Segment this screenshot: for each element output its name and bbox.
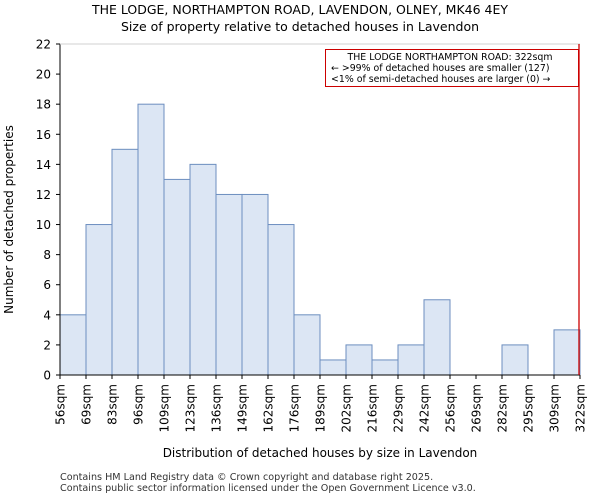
y-tick-label: 22	[36, 38, 51, 52]
bar-56sqm	[59, 314, 87, 376]
annotation-line-1: THE LODGE NORTHAMPTON ROAD: 322sqm	[347, 52, 553, 63]
x-tick-label: 295sqm	[522, 384, 536, 432]
chart-subtitle: Size of property relative to detached ho…	[120, 19, 480, 34]
bar-149sqm	[241, 193, 269, 376]
bar-242sqm	[423, 299, 451, 376]
bar-136sqm	[215, 193, 243, 376]
y-tick-label: 2	[43, 338, 51, 352]
x-tick-label: 229sqm	[392, 384, 406, 432]
bar-83sqm	[111, 148, 139, 376]
annotation-line-3: <1% of semi-detached houses are larger (…	[331, 74, 551, 85]
bars-group	[59, 103, 581, 376]
bar-202sqm	[345, 344, 373, 376]
bar-229sqm	[397, 344, 425, 376]
bar-69sqm	[85, 224, 113, 376]
x-tick-label: 189sqm	[314, 384, 328, 432]
footer-line-2: Contains public sector information licen…	[60, 483, 476, 494]
x-tick-label: 123sqm	[184, 384, 198, 432]
y-tick-label: 0	[43, 369, 51, 383]
y-tick-label: 12	[36, 188, 51, 202]
y-tick-label: 4	[43, 308, 51, 322]
y-axis-label: Number of detached properties	[2, 125, 16, 314]
bar-309sqm	[553, 329, 581, 376]
bar-109sqm	[163, 178, 191, 376]
x-tick-label: 83sqm	[106, 384, 120, 425]
x-tick-label: 216sqm	[366, 384, 380, 432]
bar-96sqm	[137, 103, 165, 376]
y-tick-label: 10	[36, 218, 51, 232]
x-tick-label: 322sqm	[574, 384, 588, 432]
x-tick-label: 149sqm	[236, 384, 250, 432]
y-tick-label: 16	[36, 128, 51, 142]
x-tick-label: 69sqm	[80, 384, 94, 425]
bar-189sqm	[319, 359, 347, 376]
y-tick-label: 18	[36, 98, 51, 112]
bar-162sqm	[267, 224, 295, 376]
annotation-box: THE LODGE NORTHAMPTON ROAD: 322sqm ← >99…	[325, 49, 579, 87]
y-tick-label: 8	[43, 248, 51, 262]
x-tick-label: 56sqm	[54, 384, 68, 425]
x-axis-label: Distribution of detached houses by size …	[163, 446, 478, 460]
x-tick-label: 162sqm	[262, 384, 276, 432]
annotation-line-2: ← >99% of detached houses are smaller (1…	[331, 63, 550, 74]
y-ticks-group: 0 2 4 6 8 10 12 14 16 18 20 22	[36, 38, 60, 383]
x-tick-label: 176sqm	[288, 384, 302, 432]
x-tick-label: 96sqm	[132, 384, 146, 425]
bar-123sqm	[189, 163, 217, 376]
x-tick-label: 202sqm	[340, 384, 354, 432]
x-tick-label: 136sqm	[210, 384, 224, 432]
x-tick-label: 269sqm	[470, 384, 484, 432]
footer-line-1: Contains HM Land Registry data © Crown c…	[60, 472, 434, 483]
y-tick-label: 14	[36, 158, 51, 172]
x-tick-label: 109sqm	[158, 384, 172, 432]
bar-282sqm	[501, 344, 529, 376]
bar-216sqm	[371, 359, 399, 376]
chart-title: THE LODGE, NORTHAMPTON ROAD, LAVENDON, O…	[91, 2, 509, 17]
y-tick-label: 6	[43, 278, 51, 292]
x-tick-label: 282sqm	[496, 384, 510, 432]
x-tick-label: 256sqm	[444, 384, 458, 432]
x-ticks-group: 56sqm 69sqm 83sqm 96sqm 109sqm 123sqm 136sqm 14…	[54, 375, 588, 432]
x-tick-label: 309sqm	[548, 384, 562, 432]
y-tick-label: 20	[36, 68, 51, 82]
x-tick-label: 242sqm	[418, 384, 432, 432]
bar-176sqm	[293, 314, 321, 376]
